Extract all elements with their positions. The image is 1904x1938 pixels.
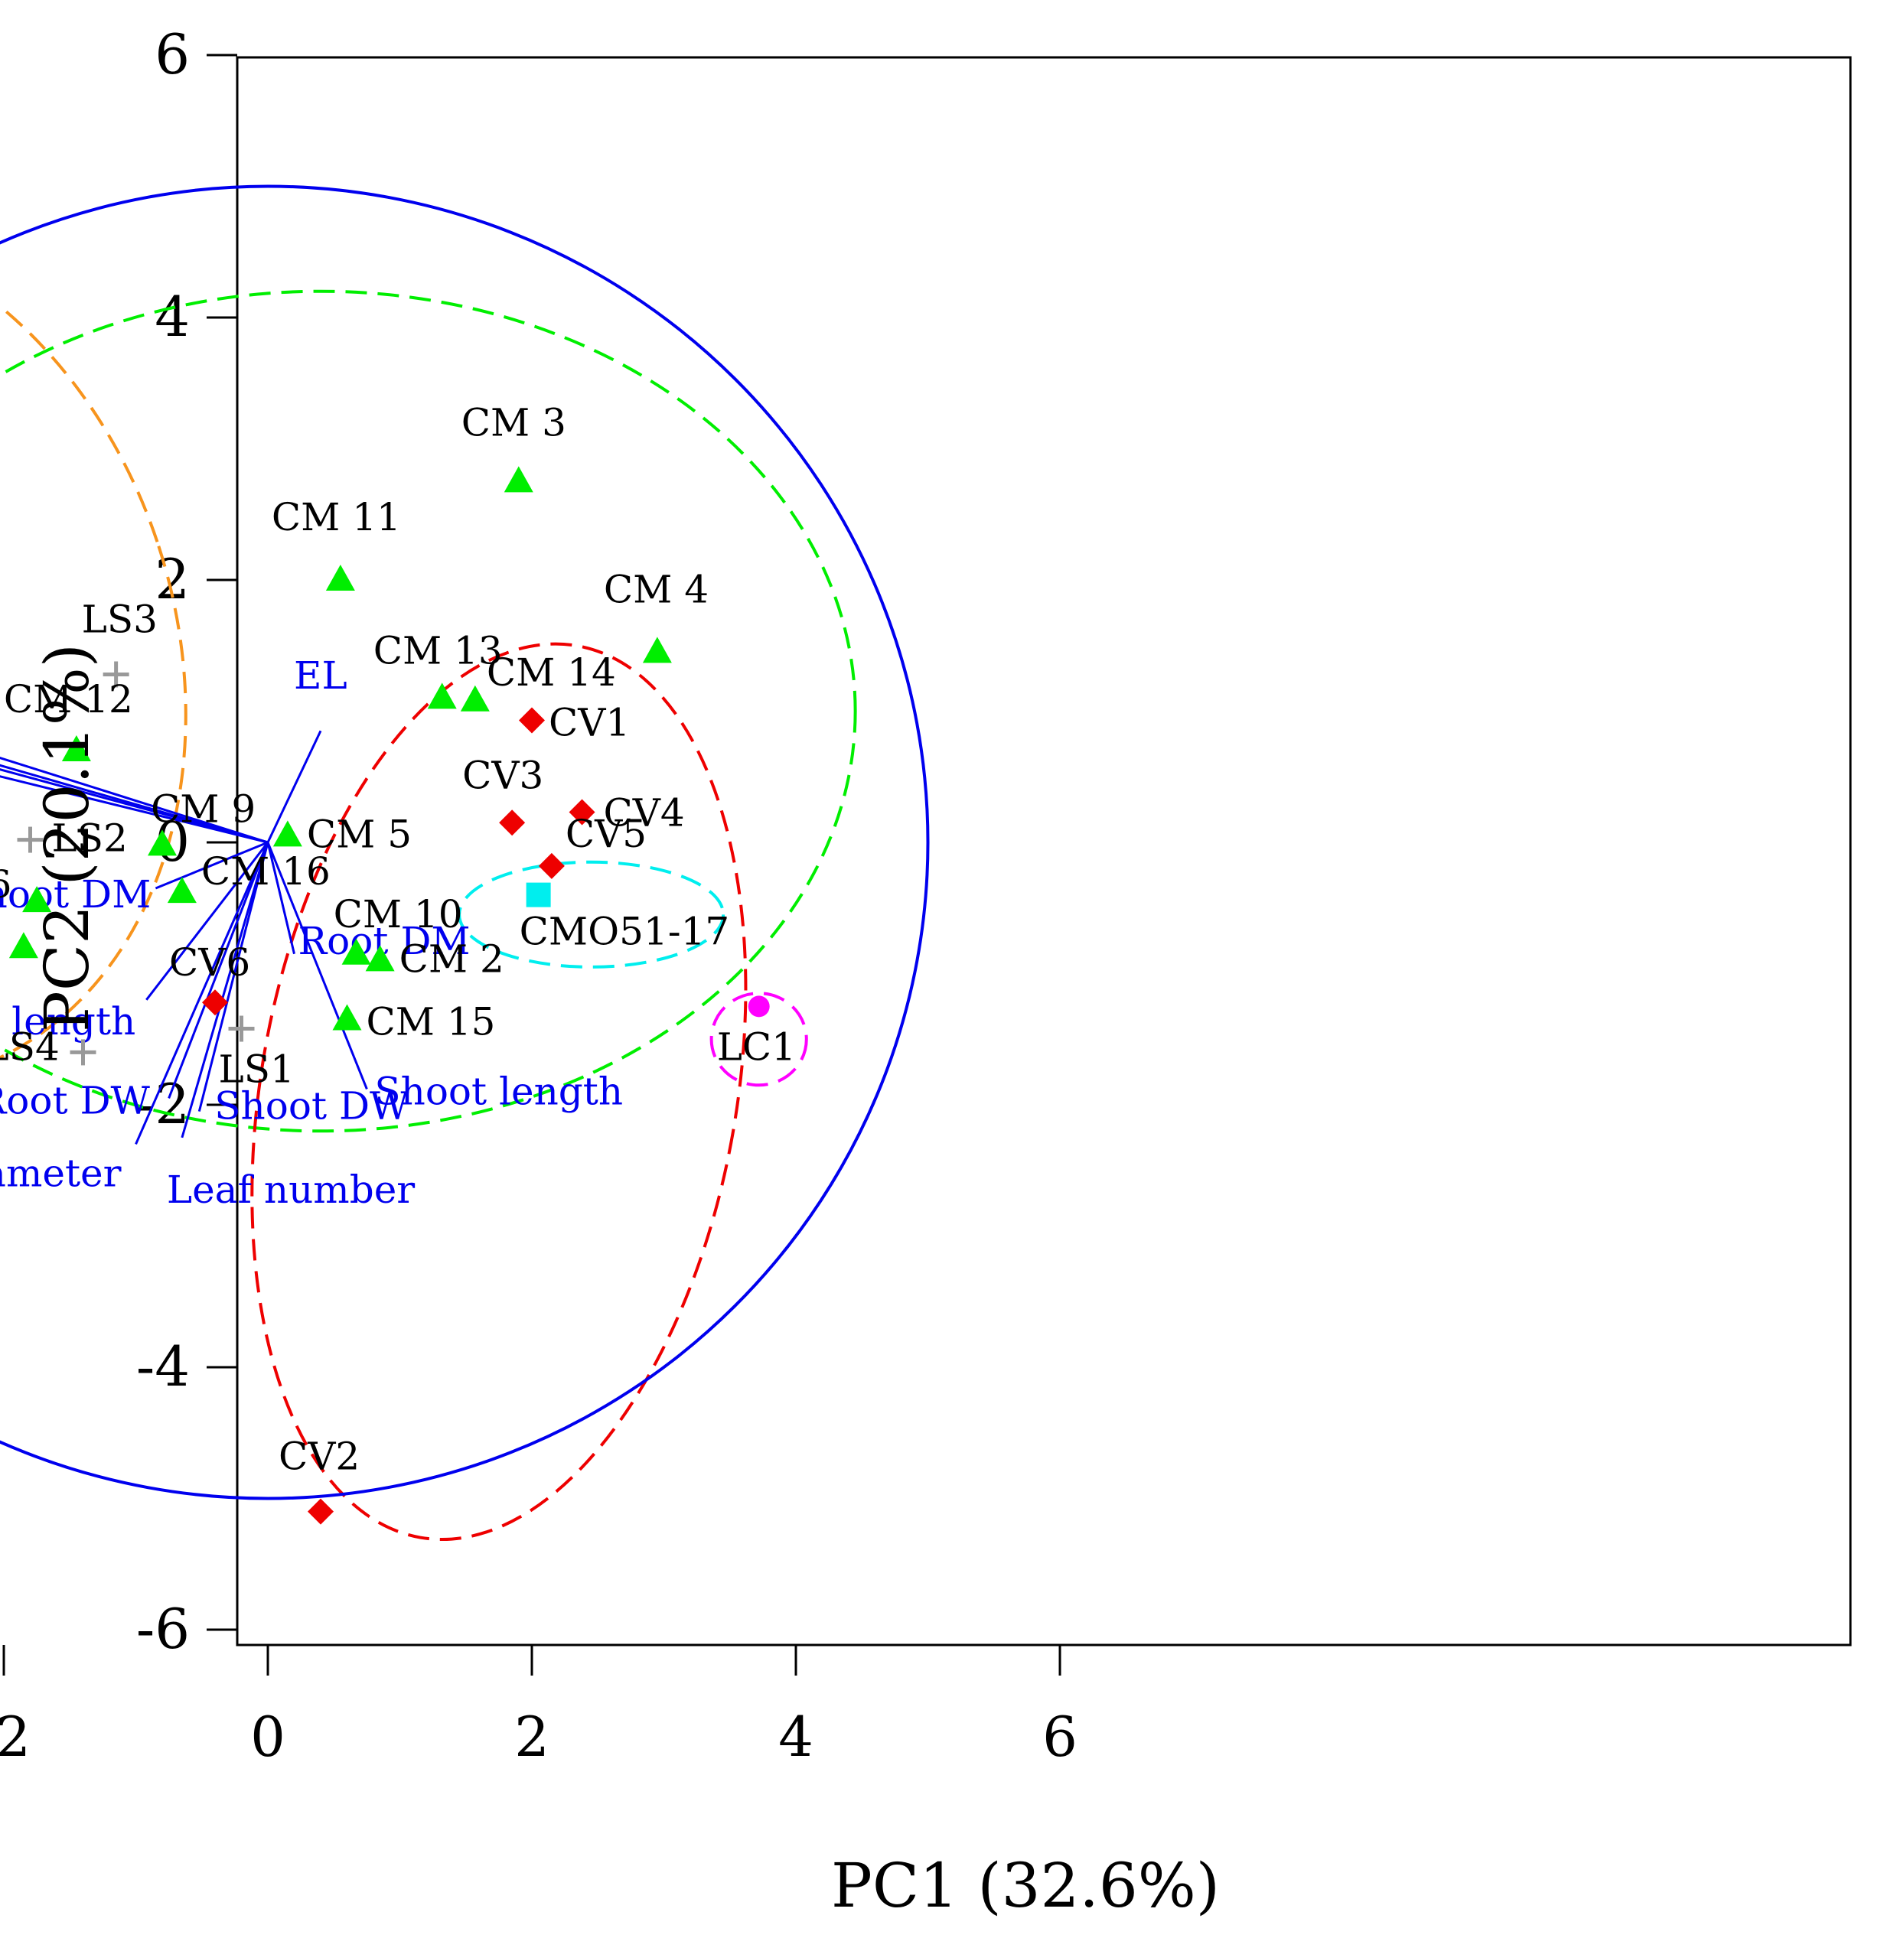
y-tick-label: 4: [155, 285, 190, 349]
point-cv2: [308, 1498, 334, 1525]
y-axis-title: PC2 (20.1%): [31, 643, 103, 1032]
vector-label-el: EL: [294, 653, 347, 698]
vector-root-length: [145, 842, 269, 1001]
point-cmo51-17: [526, 882, 551, 907]
point-cm-7: [8, 932, 38, 959]
plot-border: [236, 56, 1852, 1646]
point-label-cm-14: CM 14: [487, 650, 616, 695]
vector-label-root-length: Root length: [0, 999, 135, 1044]
point-label-cv2: CV2: [279, 1435, 360, 1479]
point-cm-15: [332, 1004, 362, 1031]
vector-shoot-dw: [197, 842, 269, 1112]
point-cm-2: [365, 945, 395, 972]
point-lc1: [748, 995, 770, 1018]
ellipse-cm: [0, 289, 857, 1133]
score-points: [8, 466, 770, 1525]
point-label-cm-11: CM 11: [272, 495, 401, 539]
point-cm-11: [325, 565, 355, 591]
vector-label-shoot-dw: Shoot DW: [214, 1084, 409, 1129]
point-label-cm-15: CM 15: [367, 1000, 496, 1044]
vector-shoot-diameter: [135, 842, 269, 1145]
ellipse-cmo: [458, 860, 725, 969]
y-tick-label: -4: [136, 1334, 190, 1399]
vector-label-leaf-number: Leaf number: [167, 1168, 415, 1212]
y-tick-label: 6: [155, 22, 190, 86]
y-tick-label: 2: [155, 547, 190, 611]
point-label-cm-4: CM 4: [604, 567, 709, 611]
point-label-cm-12: CM 12: [4, 677, 133, 721]
point-ls4: [70, 1039, 96, 1066]
x-tick-label: 4: [778, 1705, 813, 1769]
point-ls1: [228, 1015, 255, 1042]
vector-label-shoot-length: Shoot length: [374, 1069, 623, 1113]
point-cm-6: [22, 886, 52, 913]
loading-vectors: Chl (a+b)Chl aCrtn (x+c)Chl bELShoot DMR…: [0, 653, 623, 1212]
point-label-cv3: CV3: [462, 753, 543, 797]
point-label-cm-3: CM 3: [461, 400, 566, 445]
point-cm-9: [148, 829, 177, 856]
point-cm-12: [61, 734, 91, 761]
vector-root-dm: [266, 842, 295, 955]
ellipse-cv: [250, 642, 748, 1542]
vector-leaf-number: [181, 842, 269, 1138]
x-axis-title: PC1 (32.6%): [831, 1850, 1220, 1921]
point-label-lc1: LC1: [717, 1024, 796, 1069]
point-label-ls3: LS3: [82, 597, 158, 641]
point-ls3: [103, 661, 129, 688]
point-label-ls4: LS4: [0, 1024, 60, 1069]
point-label-ls2: LS2: [52, 816, 128, 861]
point-cm-4: [642, 637, 672, 663]
group-ellipses: [0, 219, 857, 1542]
point-cv4: [569, 799, 595, 826]
x-tick-label: -2: [0, 1705, 31, 1769]
point-label-cm-9: CM 9: [151, 787, 256, 831]
y-tick-label: -6: [136, 1597, 190, 1661]
point-label-cm-16: CM 16: [201, 849, 331, 894]
point-label-cm-13: CM 13: [373, 628, 503, 673]
vector-label-shoot-diameter: Shoot diameter: [0, 1151, 122, 1195]
point-cm-10: [341, 938, 371, 965]
point-ls2: [17, 826, 44, 853]
vector-chl-a-b: [0, 756, 269, 844]
point-cm-16: [167, 877, 197, 904]
correlation-circle: [0, 184, 930, 1500]
vector-crtn-x-c: [0, 768, 269, 844]
point-label-cm-6: CM 6: [0, 862, 11, 907]
point-cm-14: [460, 685, 490, 712]
point-cm-5: [272, 820, 302, 847]
point-label-cv4: CV4: [604, 791, 685, 835]
x-tick-label: 6: [1042, 1705, 1078, 1769]
vector-shoot-dm: [155, 841, 269, 890]
x-tick-label: 2: [514, 1705, 549, 1769]
vector-chl-b: [0, 775, 269, 844]
plot-frame: [236, 56, 1852, 1646]
ellipse-lc: [709, 992, 808, 1087]
point-label-cm-10: CM 10: [334, 892, 463, 936]
point-label-cm-5: CM 5: [307, 812, 412, 856]
x-tick-label: 0: [250, 1705, 285, 1769]
vector-root-dw: [168, 842, 269, 1099]
vector-shoot-length: [266, 842, 368, 1090]
point-cv6: [202, 989, 228, 1016]
point-label-cm-2: CM 2: [399, 936, 504, 981]
correlation-circle-group: [0, 184, 930, 1500]
point-cv3: [499, 809, 526, 836]
point-cv1: [519, 707, 545, 734]
point-label-cv1: CV1: [549, 701, 630, 745]
point-cv5: [538, 852, 565, 879]
vector-label-root-dw: Root DW: [0, 1078, 151, 1122]
point-label-cv6: CV6: [169, 940, 250, 985]
point-label-ls1: LS1: [219, 1047, 295, 1092]
point-label-cmo51-17: CMO51-17: [520, 910, 730, 954]
point-cm-3: [504, 466, 533, 493]
vector-el: [266, 730, 322, 843]
point-cm-13: [427, 682, 457, 709]
point-label-cv5: CV5: [566, 812, 647, 856]
